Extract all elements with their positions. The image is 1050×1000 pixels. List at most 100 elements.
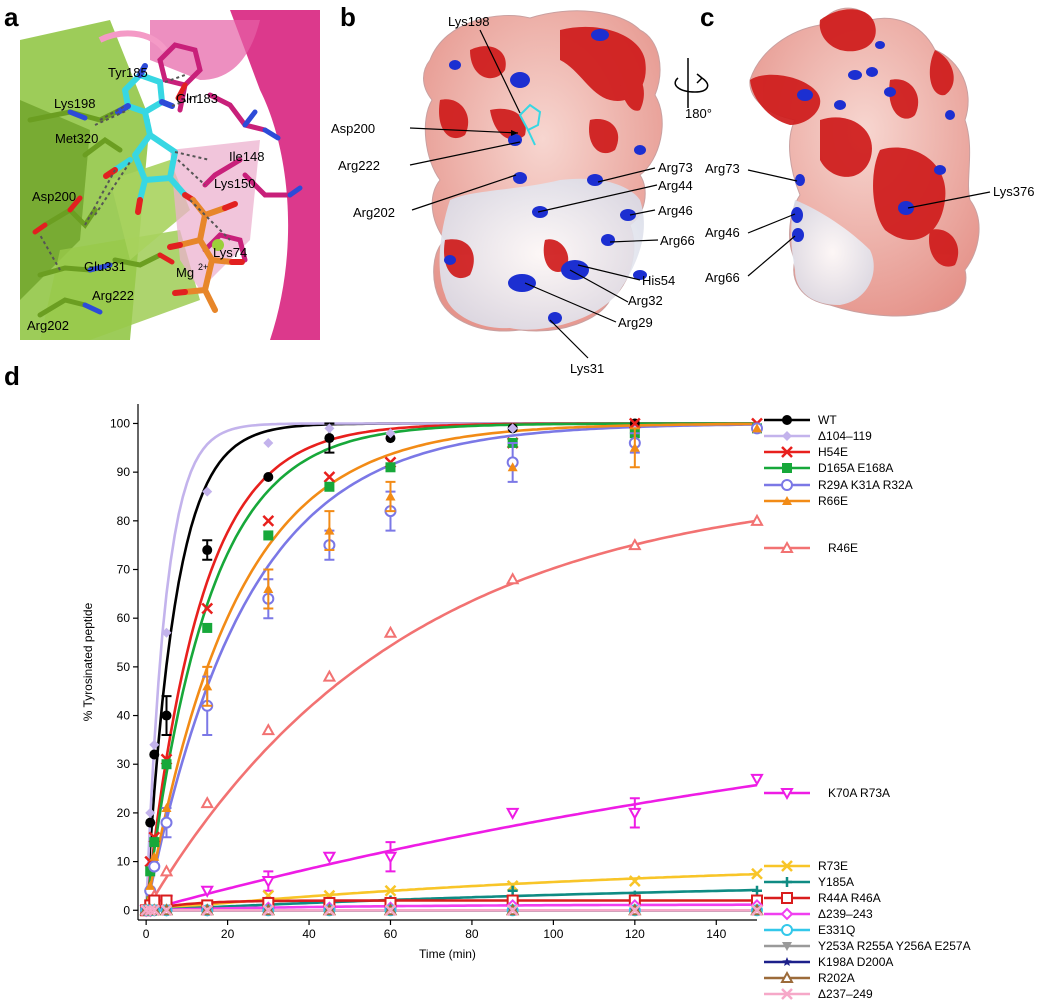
- panel-b-arrowheads: [511, 130, 518, 136]
- series-0-point: [263, 472, 274, 483]
- rotation-arrow-icon: [674, 58, 709, 108]
- legend-label: WT: [818, 413, 837, 427]
- mg-ion: [212, 239, 224, 251]
- legend-label: K70A R73A: [828, 786, 890, 800]
- legend-marker: [780, 540, 794, 553]
- series-10-fit-line: [145, 899, 757, 912]
- series-5-point: [507, 462, 518, 472]
- x-tick-label: 140: [706, 927, 726, 941]
- series-6-fit-line: [144, 519, 758, 911]
- series-5-point: [752, 423, 762, 433]
- label-mg: Mg: [176, 265, 194, 280]
- green-ribbon-2: [20, 100, 90, 300]
- legend-marker: [781, 892, 793, 904]
- series-5-point: [145, 880, 156, 890]
- label-arg202: Arg202: [27, 318, 69, 333]
- label-arg222: Arg222: [92, 288, 134, 303]
- series-1-point: [161, 627, 172, 638]
- legend-label: Y253A R255A Y256A E257A: [818, 939, 971, 953]
- label-b-arg32: Arg32: [628, 293, 663, 308]
- legend-marker: [781, 446, 793, 458]
- legend-marker: [781, 479, 793, 491]
- tyrosination-chart: 0 20 40 60 80 100 120 140 0 10 20 30 40 50 60 70 80 90 100…: [81, 404, 971, 1000]
- legend-marker: [782, 496, 792, 505]
- series-3-point: [263, 530, 274, 541]
- series-6-point: [750, 513, 764, 526]
- panel-c-surface: Arg73 Lys376 Arg46 Arg66: [705, 7, 1034, 317]
- series-0-point: [161, 710, 172, 721]
- series-2-point: [262, 514, 275, 527]
- y-tick-label: 50: [117, 660, 131, 674]
- series-0-point: [145, 817, 156, 828]
- legend-label: Δ104–119: [818, 429, 872, 443]
- green-ribbon-4: [110, 160, 190, 260]
- y-tick-label: 20: [117, 806, 131, 820]
- chart-legend: WT Δ104–119 H54E D165A E168A R29A K31A R32A R…: [764, 413, 971, 1000]
- x-tick-label: 100: [543, 927, 563, 941]
- legend-item-0: WT: [764, 413, 837, 427]
- legend-label: D165A E168A: [818, 461, 893, 475]
- legend-item-10: R44A R46A: [764, 891, 881, 905]
- legend-item-13: Y253A R255A Y256A E257A: [764, 939, 971, 953]
- series-16-point: [323, 904, 336, 917]
- y-tick-label: 70: [117, 563, 131, 577]
- rotation-label: 180°: [685, 106, 712, 121]
- legend-item-6: R46E: [764, 540, 858, 555]
- series-1-point: [202, 486, 213, 497]
- chart-axes: 0 20 40 60 80 100 120 140 0 10 20 30 40 50 60 70 80 90 100: [110, 404, 757, 941]
- series-16-point: [160, 904, 173, 917]
- y-tick-label: 80: [117, 514, 131, 528]
- y-tick-label: 60: [117, 611, 131, 625]
- series-16-point: [751, 904, 763, 917]
- series-5-point: [202, 681, 213, 691]
- legend-marker: [782, 431, 792, 441]
- legend-item-15: R202A: [764, 970, 855, 985]
- series-1-point: [149, 739, 160, 750]
- label-b-arg29: Arg29: [618, 315, 653, 330]
- panel-b-callouts: [409, 29, 659, 359]
- y-tick-label: 100: [110, 416, 130, 430]
- legend-marker: [782, 957, 792, 966]
- series-9-point: [507, 885, 518, 896]
- series-3-point: [145, 866, 156, 877]
- series-7-point: [322, 851, 337, 864]
- label-c-arg73: Arg73: [705, 161, 740, 176]
- legend-item-4: R29A K31A R32A: [764, 478, 913, 492]
- series-6-point: [505, 572, 520, 585]
- legend-item-9: Y185A: [764, 875, 854, 889]
- panel-b-surface: 180° Lys198 Asp200 Arg222 Arg202 Arg73 A…: [331, 10, 712, 376]
- series-7-fit-line: [145, 783, 758, 912]
- label-tyr185: Tyr185: [108, 65, 148, 80]
- legend-label: R66E: [818, 494, 848, 508]
- series-16-points: [140, 904, 763, 917]
- series-6-point: [628, 538, 642, 551]
- label-c-arg66: Arg66: [705, 270, 740, 285]
- legend-marker: [781, 860, 793, 872]
- label-b-arg66: Arg66: [660, 233, 695, 248]
- x-tick-label: 80: [465, 927, 479, 941]
- ligand-in-pocket: [518, 103, 542, 146]
- legend-label: Δ237–249: [818, 987, 873, 1000]
- label-ile148: Ile148: [229, 149, 264, 164]
- magenta-helix-3: [170, 140, 260, 290]
- legend-marker: [782, 415, 792, 425]
- series-3-point: [202, 622, 213, 633]
- chart-markers: [139, 417, 764, 918]
- series-5-point: [385, 491, 396, 501]
- series-4-point: [160, 816, 173, 829]
- label-b-arg202: Arg202: [353, 205, 395, 220]
- series-16-point: [148, 904, 161, 917]
- panel-letter-d: d: [4, 361, 20, 391]
- y-tick-label: 90: [117, 465, 131, 479]
- legend-item-5: R66E: [764, 494, 848, 508]
- label-c-arg46: Arg46: [705, 225, 740, 240]
- y-tick-label: 10: [117, 855, 131, 869]
- legend-marker: [782, 463, 792, 473]
- label-mg-charge: 2+: [198, 262, 208, 272]
- label-lys150: Lys150: [214, 176, 255, 191]
- label-lys198: Lys198: [54, 96, 95, 111]
- label-b-lys198: Lys198: [448, 14, 489, 29]
- y-tick-label: 30: [117, 757, 131, 771]
- y-tick-label: 40: [117, 709, 131, 723]
- label-b-arg73: Arg73: [658, 160, 693, 175]
